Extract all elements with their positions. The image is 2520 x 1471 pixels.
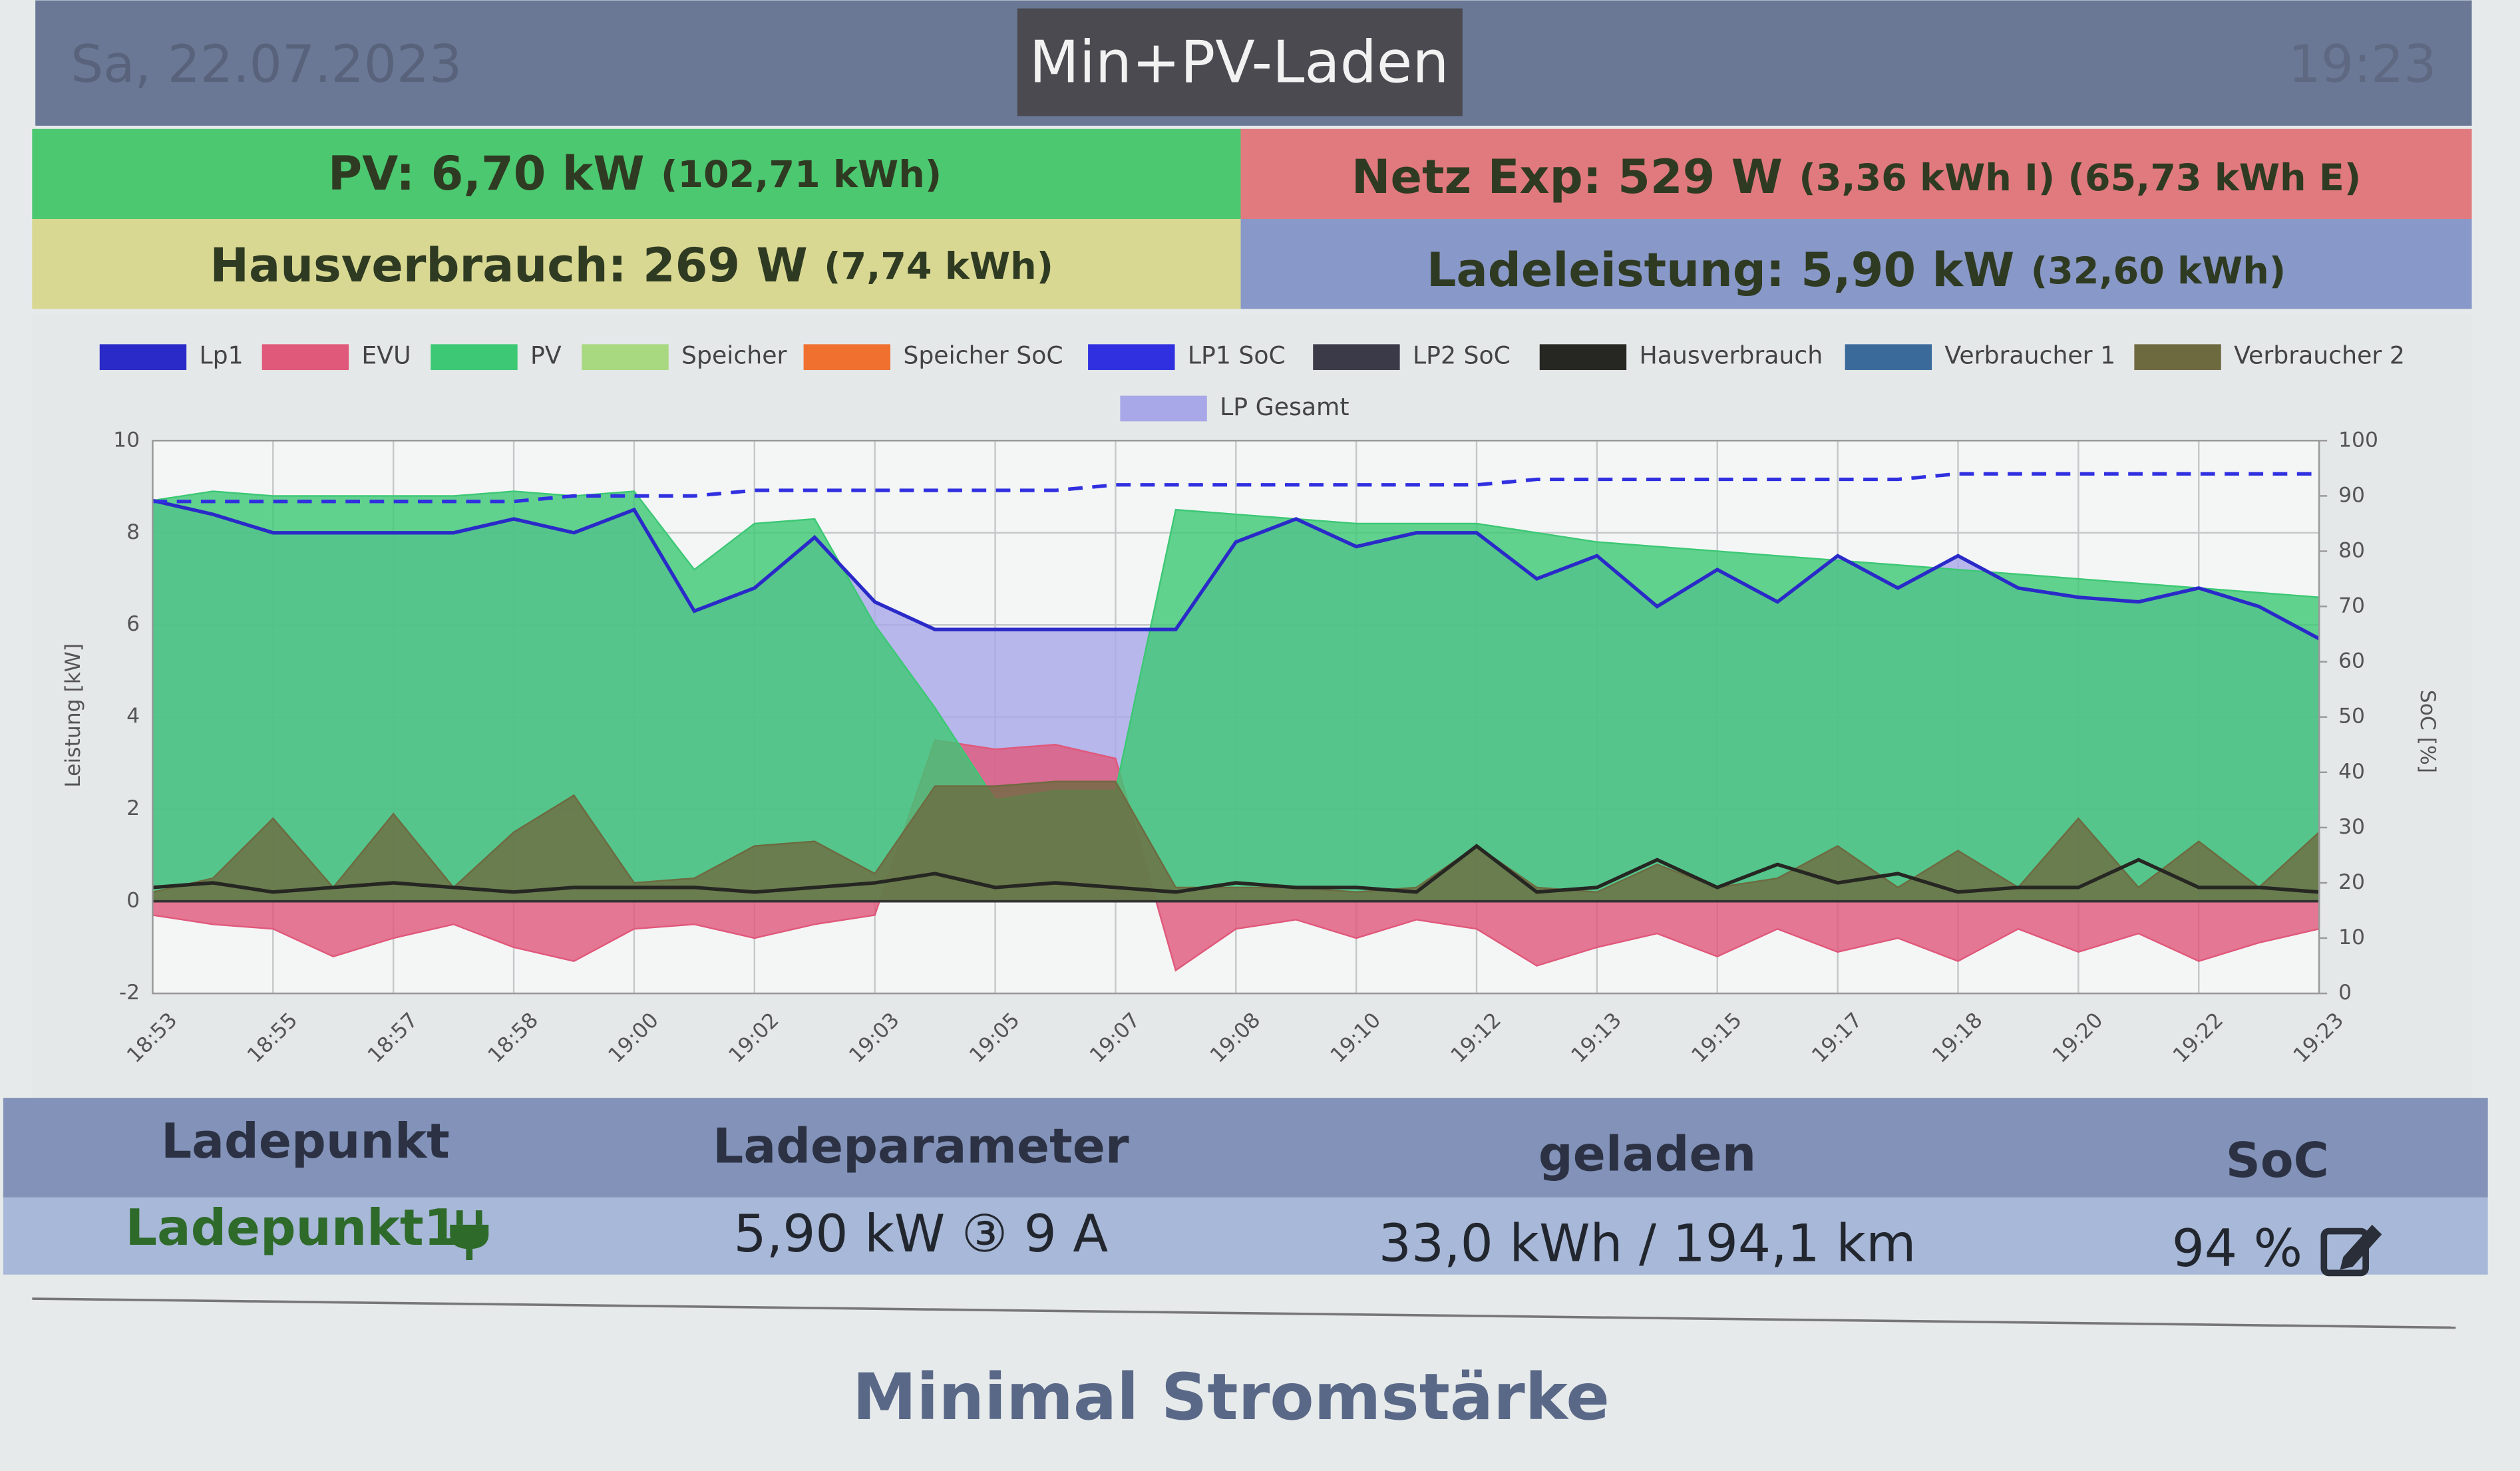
y-axis-title: Leistung [kW] xyxy=(61,643,85,788)
edit-icon[interactable] xyxy=(2320,1224,2382,1277)
column-header: geladen xyxy=(1538,1127,1756,1183)
legend-label: EVU xyxy=(361,341,411,370)
plug-icon xyxy=(450,1210,489,1261)
y2-tick-label: 100 xyxy=(2338,428,2378,452)
legend-label: PV xyxy=(530,341,562,370)
charge-parameters: 5,90 kW ③ 9 A xyxy=(734,1204,1109,1264)
header-date: Sa, 22.07.2023 xyxy=(71,35,462,94)
y2-tick-label: 0 xyxy=(2338,981,2352,1005)
pv-energy: (102,71 kWh) xyxy=(661,153,942,196)
grid-energy: (3,36 kWh I) (65,73 kWh E) xyxy=(1799,156,2361,200)
legend-label: Speicher SoC xyxy=(903,341,1063,370)
y-tick-label: 8 xyxy=(126,520,140,544)
grid-box xyxy=(1240,128,2472,220)
pv-status: PV: 6,70 kW (102,71 kWh) xyxy=(328,146,942,201)
legend-label: Verbraucher 2 xyxy=(2234,341,2405,370)
mode-label[interactable]: Min+PV-Laden xyxy=(1029,29,1449,96)
y2-tick-label: 40 xyxy=(2338,760,2365,784)
y-tick-label: 4 xyxy=(126,705,140,729)
legend-swatch xyxy=(1313,344,1400,371)
legend-swatch xyxy=(1845,344,1932,371)
legend-swatch xyxy=(431,344,518,371)
legend-label: LP1 SoC xyxy=(1188,341,1286,370)
pv-box xyxy=(32,128,1241,220)
legend-swatch xyxy=(1088,344,1175,371)
plot-border xyxy=(152,440,2320,995)
charging-power: Ladeleistung: 5,90 kW xyxy=(1427,243,2014,297)
charging-box xyxy=(1240,219,2472,309)
y2-axis-title: SoC [%] xyxy=(2416,690,2439,773)
area xyxy=(152,780,2320,902)
legend-swatch xyxy=(582,344,669,371)
divider xyxy=(32,1297,2456,1329)
charge-point-name[interactable]: Ladepunkt1 xyxy=(125,1199,458,1257)
house-status: Hausverbrauch: 269 W (7,74 kWh) xyxy=(210,238,1053,293)
charging-status: Ladeleistung: 5,90 kW (32,60 kWh) xyxy=(1427,243,2286,297)
column-header: SoC xyxy=(2226,1133,2329,1189)
legend-swatch xyxy=(803,344,891,371)
legend-label: LP Gesamt xyxy=(1220,393,1349,421)
legend-swatch xyxy=(2134,344,2221,371)
y2-tick-label: 10 xyxy=(2338,925,2365,949)
y-tick-label: 2 xyxy=(126,796,140,820)
legend-label: Lp1 xyxy=(199,341,243,370)
y-tick-label: -2 xyxy=(119,981,140,1005)
pv-power: PV: 6,70 kW xyxy=(328,146,645,201)
table-header xyxy=(3,1098,2488,1198)
soc-value: 94 % xyxy=(2172,1219,2302,1279)
y2-tick-label: 80 xyxy=(2338,538,2365,562)
legend-swatch xyxy=(262,344,349,371)
grid-power: Netz Exp: 529 W xyxy=(1351,150,1783,204)
section-title[interactable]: Minimal Stromstärke xyxy=(852,1359,1610,1434)
grid-status: Netz Exp: 529 W (3,36 kWh I) (65,73 kWh … xyxy=(1351,150,2361,204)
column-header: Ladeparameter xyxy=(713,1118,1129,1174)
legend-label: Speicher xyxy=(681,341,787,370)
legend-label: LP2 SoC xyxy=(1413,341,1511,370)
area xyxy=(152,490,2320,902)
y-tick-label: 10 xyxy=(113,428,140,452)
column-header: Ladepunkt xyxy=(161,1114,450,1170)
y2-tick-label: 20 xyxy=(2338,870,2365,894)
mode-button[interactable] xyxy=(1017,8,1463,116)
house-box xyxy=(32,219,1241,309)
legend-label: Verbraucher 1 xyxy=(1944,341,2115,370)
line xyxy=(152,498,2320,641)
house-power: Hausverbrauch: 269 W xyxy=(210,238,807,293)
y2-tick-label: 30 xyxy=(2338,815,2365,839)
legend-label: Hausverbrauch xyxy=(1639,341,1823,370)
line xyxy=(152,844,2320,894)
y-tick-label: 6 xyxy=(126,612,140,636)
y2-tick-label: 50 xyxy=(2338,705,2365,729)
charged-energy: 33,0 kWh / 194,1 km xyxy=(1379,1214,1916,1274)
legend-swatch xyxy=(1539,344,1627,371)
y2-tick-label: 60 xyxy=(2338,649,2365,673)
header-time: 19:23 xyxy=(2288,35,2437,94)
table-row xyxy=(3,1197,2488,1275)
y2-tick-label: 70 xyxy=(2338,594,2365,618)
legend-swatch xyxy=(1120,395,1207,422)
y-tick-label: 0 xyxy=(126,889,140,913)
charging-energy: (32,60 kWh) xyxy=(2031,249,2286,293)
y2-tick-label: 90 xyxy=(2338,483,2365,507)
house-energy: (7,74 kWh) xyxy=(824,245,1053,288)
legend-swatch xyxy=(99,344,187,371)
area xyxy=(152,738,2320,972)
